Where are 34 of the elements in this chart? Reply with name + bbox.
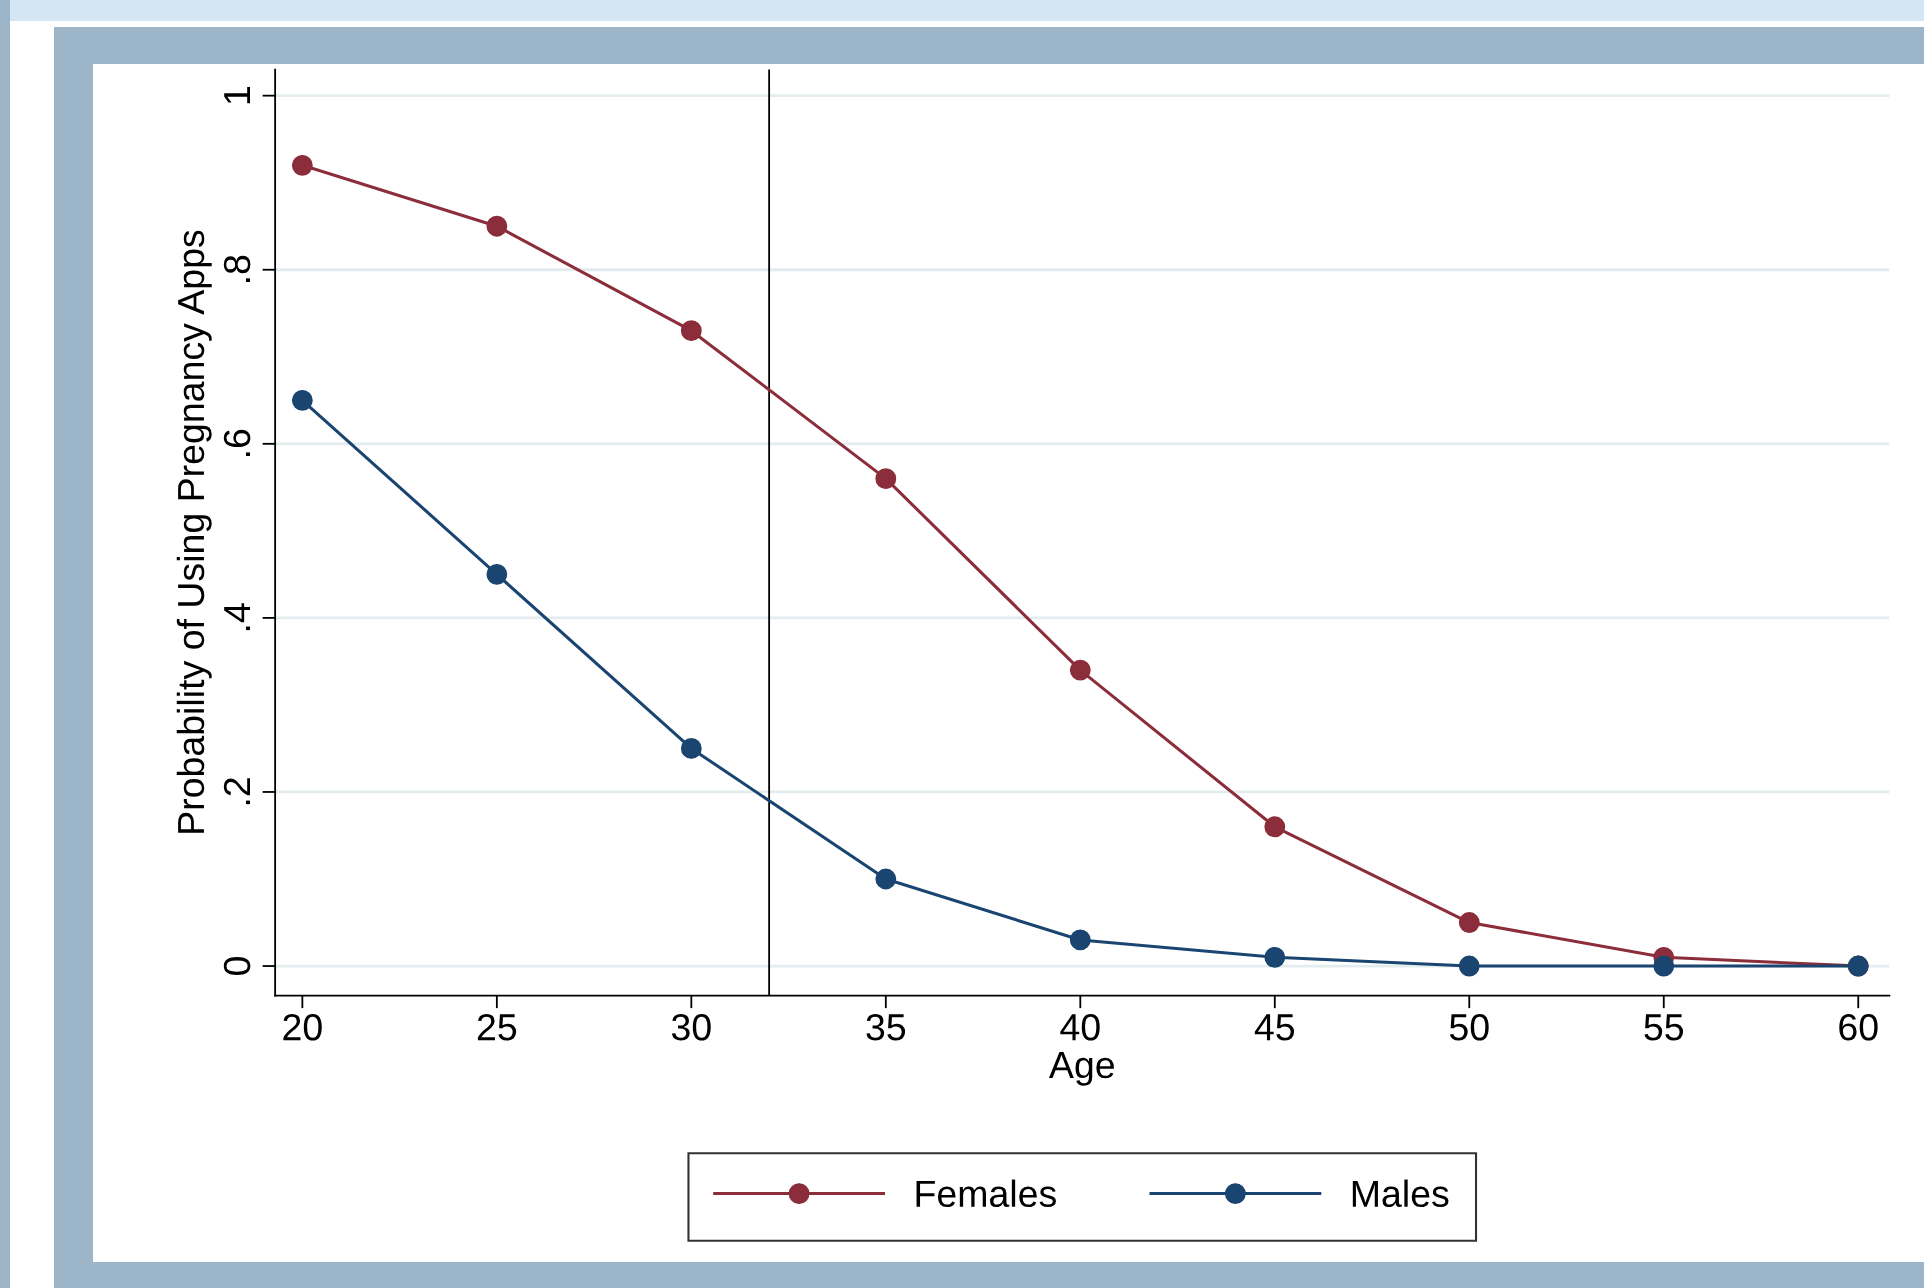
- y-tick-label: 1: [224, 87, 250, 104]
- x-tick-label: 20: [283, 1013, 322, 1041]
- x-tick-label: 45: [1254, 1014, 1295, 1041]
- point: [680, 738, 702, 759]
- y-tick-label: .2: [223, 778, 250, 805]
- legend-label: Females: [916, 1179, 1056, 1208]
- point: [875, 868, 897, 890]
- y-axis-title: Probability of Using Pregnancy Apps: [176, 230, 212, 833]
- legend-label: Males: [1352, 1179, 1449, 1208]
- point: [486, 215, 508, 237]
- x-tick-label: 50: [1449, 1013, 1489, 1041]
- x-axis-title: Age: [1048, 1052, 1114, 1086]
- y-tick-label: .8: [223, 255, 251, 282]
- x-tick-label: 55: [1644, 1014, 1684, 1041]
- x-tick-label: 30: [671, 1013, 711, 1041]
- point: [291, 154, 313, 176]
- point: [875, 468, 897, 490]
- point: [1069, 929, 1091, 951]
- x-tick-label: 25: [477, 1013, 517, 1041]
- point: [1264, 816, 1286, 838]
- point: [1264, 946, 1286, 968]
- point: [1069, 659, 1091, 681]
- y-tick-label: 0: [223, 957, 251, 975]
- x-tick-label: 60: [1839, 1013, 1878, 1041]
- point: [1458, 955, 1480, 977]
- x-tick-label: 40: [1060, 1013, 1100, 1041]
- point: [291, 389, 313, 411]
- point: [680, 320, 702, 342]
- x-tick-label: 35: [866, 1013, 906, 1041]
- y-tick-label: .4: [224, 603, 250, 631]
- point: [486, 563, 508, 585]
- point: [1458, 912, 1480, 933]
- y-tick-label: .6: [223, 429, 251, 457]
- point: [1653, 955, 1675, 977]
